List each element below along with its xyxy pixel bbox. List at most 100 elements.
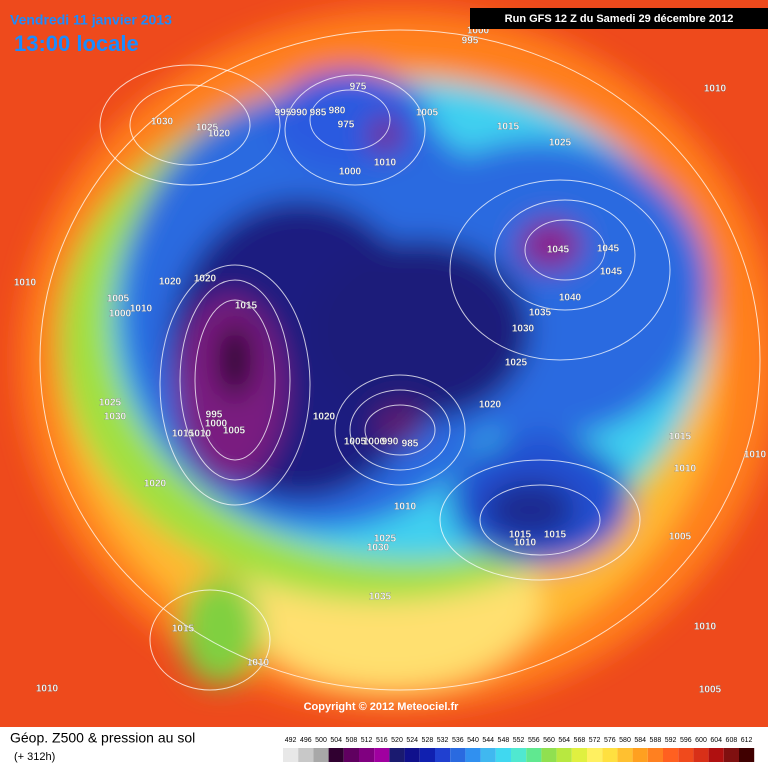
legend-value: 548	[498, 737, 510, 744]
legend-swatch	[632, 748, 648, 762]
legend-value: 564	[558, 737, 570, 744]
isobar-label: 1010	[704, 84, 727, 95]
isobar-label: 1015	[235, 301, 258, 312]
legend-swatch	[739, 748, 755, 762]
isobar-label: 1000	[205, 419, 228, 430]
isobar-label: 1015	[172, 429, 195, 440]
legend-swatch	[283, 748, 299, 762]
isobar-label: 1005	[669, 532, 692, 543]
forecast-time: 13:00 locale	[14, 31, 139, 56]
isobar-label: 1025	[99, 398, 122, 409]
isobar-label: 1005	[416, 108, 439, 119]
legend-swatch	[450, 748, 466, 762]
legend-value: 492	[285, 737, 297, 744]
copyright: Copyright © 2012 Meteociel.fr	[304, 701, 460, 713]
isobar-label: 1020	[159, 277, 182, 288]
isobar-label: 1000	[467, 26, 490, 37]
legend-swatch	[693, 748, 709, 762]
legend-value: 580	[619, 737, 631, 744]
legend-swatch	[495, 748, 511, 762]
isobar-label: 1010	[189, 429, 212, 440]
isobar-label: 1045	[547, 245, 570, 256]
isobar-label: 1015	[669, 432, 692, 443]
isobar-label: 985	[310, 108, 327, 119]
legend-swatch	[374, 748, 390, 762]
isobar-label: 995	[462, 36, 479, 47]
isobar-label: 1030	[104, 412, 127, 423]
legend-value: 532	[437, 737, 449, 744]
isobar-label: 1010	[14, 278, 37, 289]
legend-swatch	[404, 748, 420, 762]
isobar-label: 990	[291, 108, 308, 119]
isobar-label: 1045	[600, 267, 623, 278]
isobar-label: 1010	[394, 502, 417, 513]
isobar-label: 1005	[107, 294, 130, 305]
isobar-label: 1035	[369, 592, 392, 603]
isobar-label: 975	[350, 82, 367, 93]
isobar-label: 1005	[699, 685, 722, 696]
isobar-label: 1020	[208, 129, 231, 140]
isobar-label: 1045	[597, 244, 620, 255]
run-info: Run GFS 12 Z du Samedi 29 décembre 2012	[505, 13, 734, 25]
isobar-label: 995	[275, 108, 292, 119]
legend-swatch	[328, 748, 344, 762]
isobar-label: 985	[402, 439, 419, 450]
legend-value: 604	[710, 737, 722, 744]
legend-value: 560	[543, 737, 555, 744]
legend-swatch	[556, 748, 572, 762]
legend-swatch	[663, 748, 679, 762]
isobar-label: 1030	[512, 324, 535, 335]
legend-title: Géop. Z500 & pression au sol	[10, 730, 195, 746]
isobars	[39, 29, 761, 691]
isobar-label: 1025	[505, 358, 528, 369]
legend-swatch	[571, 748, 587, 762]
legend-swatch	[541, 748, 557, 762]
isobar-label: 1020	[313, 412, 336, 423]
legend-value: 536	[452, 737, 464, 744]
legend-swatch	[526, 748, 542, 762]
isobar-label: 1010	[130, 304, 153, 315]
legend-swatch	[617, 748, 633, 762]
legend-value: 576	[604, 737, 616, 744]
isobar-label: 1020	[194, 274, 217, 285]
isobar-label: 1030	[367, 543, 390, 554]
legend-value: 516	[376, 737, 388, 744]
isobar-label: 1005	[223, 426, 246, 437]
legend-value: 584	[634, 737, 646, 744]
legend-swatch	[389, 748, 405, 762]
isobar-label: 980	[329, 106, 346, 117]
isobar-label: 1015	[509, 530, 532, 541]
isobar-label: 1000	[363, 437, 386, 448]
isobar-label: 1015	[172, 624, 195, 635]
isobar-label: 1010	[374, 158, 397, 169]
legend-value: 544	[482, 737, 494, 744]
lead-time: (+ 312h)	[14, 751, 55, 763]
isobar-label: 990	[382, 437, 399, 448]
legend-value: 520	[391, 737, 403, 744]
forecast-date: Vendredi 11 janvier 2013	[10, 12, 172, 28]
legend-swatch	[435, 748, 451, 762]
legend-value: 500	[315, 737, 327, 744]
isobar-label: 1010	[514, 538, 537, 549]
isobar-label: 1010	[744, 450, 767, 461]
isobar-label: 1010	[694, 622, 717, 633]
legend-value: 592	[665, 737, 677, 744]
legend-value: 572	[589, 737, 601, 744]
isobar-label: 1035	[529, 308, 552, 319]
legend-value: 612	[741, 737, 753, 744]
legend-value: 512	[361, 737, 373, 744]
legend-swatch	[313, 748, 329, 762]
legend-value: 528	[422, 737, 434, 744]
isobar-label: 1010	[674, 464, 697, 475]
legend-value: 596	[680, 737, 692, 744]
legend-value: 552	[513, 737, 525, 744]
isobar-label: 1015	[544, 530, 567, 541]
run-box	[470, 8, 768, 29]
isobar-label: 1020	[144, 479, 167, 490]
isobar-label: 1025	[374, 534, 397, 545]
legend-value: 600	[695, 737, 707, 744]
legend-value: 540	[467, 737, 479, 744]
legend-value: 608	[726, 737, 738, 744]
isobar-label: 1030	[151, 117, 174, 128]
